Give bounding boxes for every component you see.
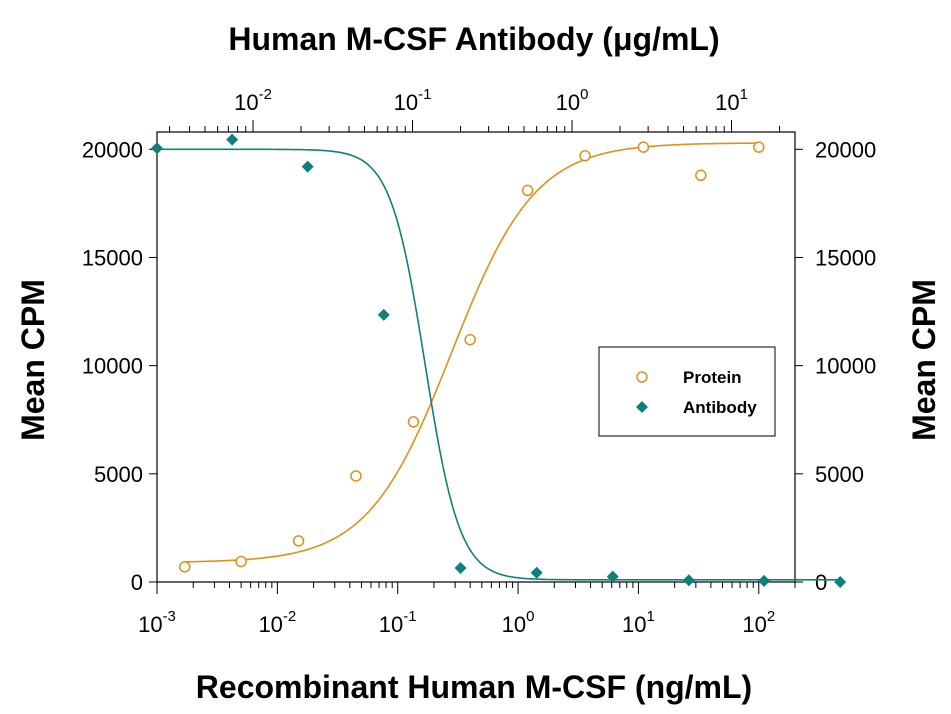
- protein-point: [695, 169, 707, 182]
- legend-protein-marker: [636, 371, 648, 383]
- protein-point: [521, 184, 534, 197]
- y-tick-label-right: 15000: [815, 245, 876, 270]
- x-tick-label: 10-1: [379, 608, 417, 637]
- protein-point: [407, 416, 420, 428]
- x-tick-label: 102: [742, 608, 775, 637]
- protein-point: [292, 535, 305, 547]
- antibody-point: [530, 566, 543, 579]
- fit-curve-antibody: [157, 148, 841, 581]
- data-points: [151, 133, 847, 588]
- antibody-point: [377, 308, 390, 321]
- protein-point: [579, 150, 591, 162]
- fit-curves: [157, 142, 841, 581]
- x-tick-label: 10-2: [258, 608, 296, 637]
- top-axis-title: Human M-CSF Antibody (μg/mL): [228, 21, 719, 57]
- y-axis-title-left: Mean CPM: [15, 279, 51, 441]
- x-tick-label: 100: [502, 608, 535, 637]
- plot-border: [156, 131, 796, 583]
- legend-box: [598, 346, 776, 437]
- top-tick-label: 10-1: [394, 86, 432, 115]
- top-tick-label: 101: [715, 86, 748, 115]
- protein-point: [464, 333, 476, 346]
- legend-protein-label: Protein: [683, 368, 742, 387]
- legend-antibody-label: Antibody: [683, 398, 757, 417]
- protein-point: [350, 470, 362, 482]
- y-tick-label-right: 0: [815, 570, 827, 595]
- plot-frame: [156, 131, 796, 583]
- axis-ticks: 0 0 5000 5000 10000 10000 15000 15000 20000 20000…: [82, 86, 876, 637]
- y-tick-label-left: 0: [131, 570, 143, 595]
- protein-point: [178, 561, 191, 573]
- antibody-point: [758, 574, 771, 587]
- antibody-point: [682, 574, 695, 587]
- antibody-point: [454, 561, 467, 574]
- protein-point: [235, 555, 247, 568]
- y-tick-label-left: 10000: [82, 354, 143, 379]
- top-tick-label: 100: [556, 86, 589, 115]
- antibody-point: [606, 570, 619, 583]
- x-tick-label: 10-3: [138, 608, 176, 637]
- legend-antibody-marker: [636, 401, 648, 413]
- x-tick-label: 101: [622, 608, 655, 637]
- antibody-point: [151, 142, 163, 155]
- y-tick-label-left: 15000: [82, 245, 143, 270]
- y-tick-label-left: 5000: [94, 462, 143, 487]
- antibody-point: [301, 160, 314, 173]
- x-axis-title: Recombinant Human M-CSF (ng/mL): [196, 669, 752, 705]
- y-tick-label-right: 10000: [815, 354, 876, 379]
- antibody-point: [834, 576, 847, 588]
- protein-point: [637, 141, 650, 153]
- fit-curve-protein: [184, 142, 759, 563]
- y-tick-label-right: 20000: [815, 137, 876, 162]
- protein-point: [753, 141, 765, 153]
- top-tick-label: 10-2: [234, 86, 272, 115]
- y-axis-title-right: Mean CPM: [906, 279, 942, 441]
- antibody-point: [226, 133, 239, 146]
- legend: Protein Antibody: [598, 346, 776, 437]
- y-tick-label-left: 20000: [82, 137, 143, 162]
- y-tick-label-right: 5000: [815, 462, 864, 487]
